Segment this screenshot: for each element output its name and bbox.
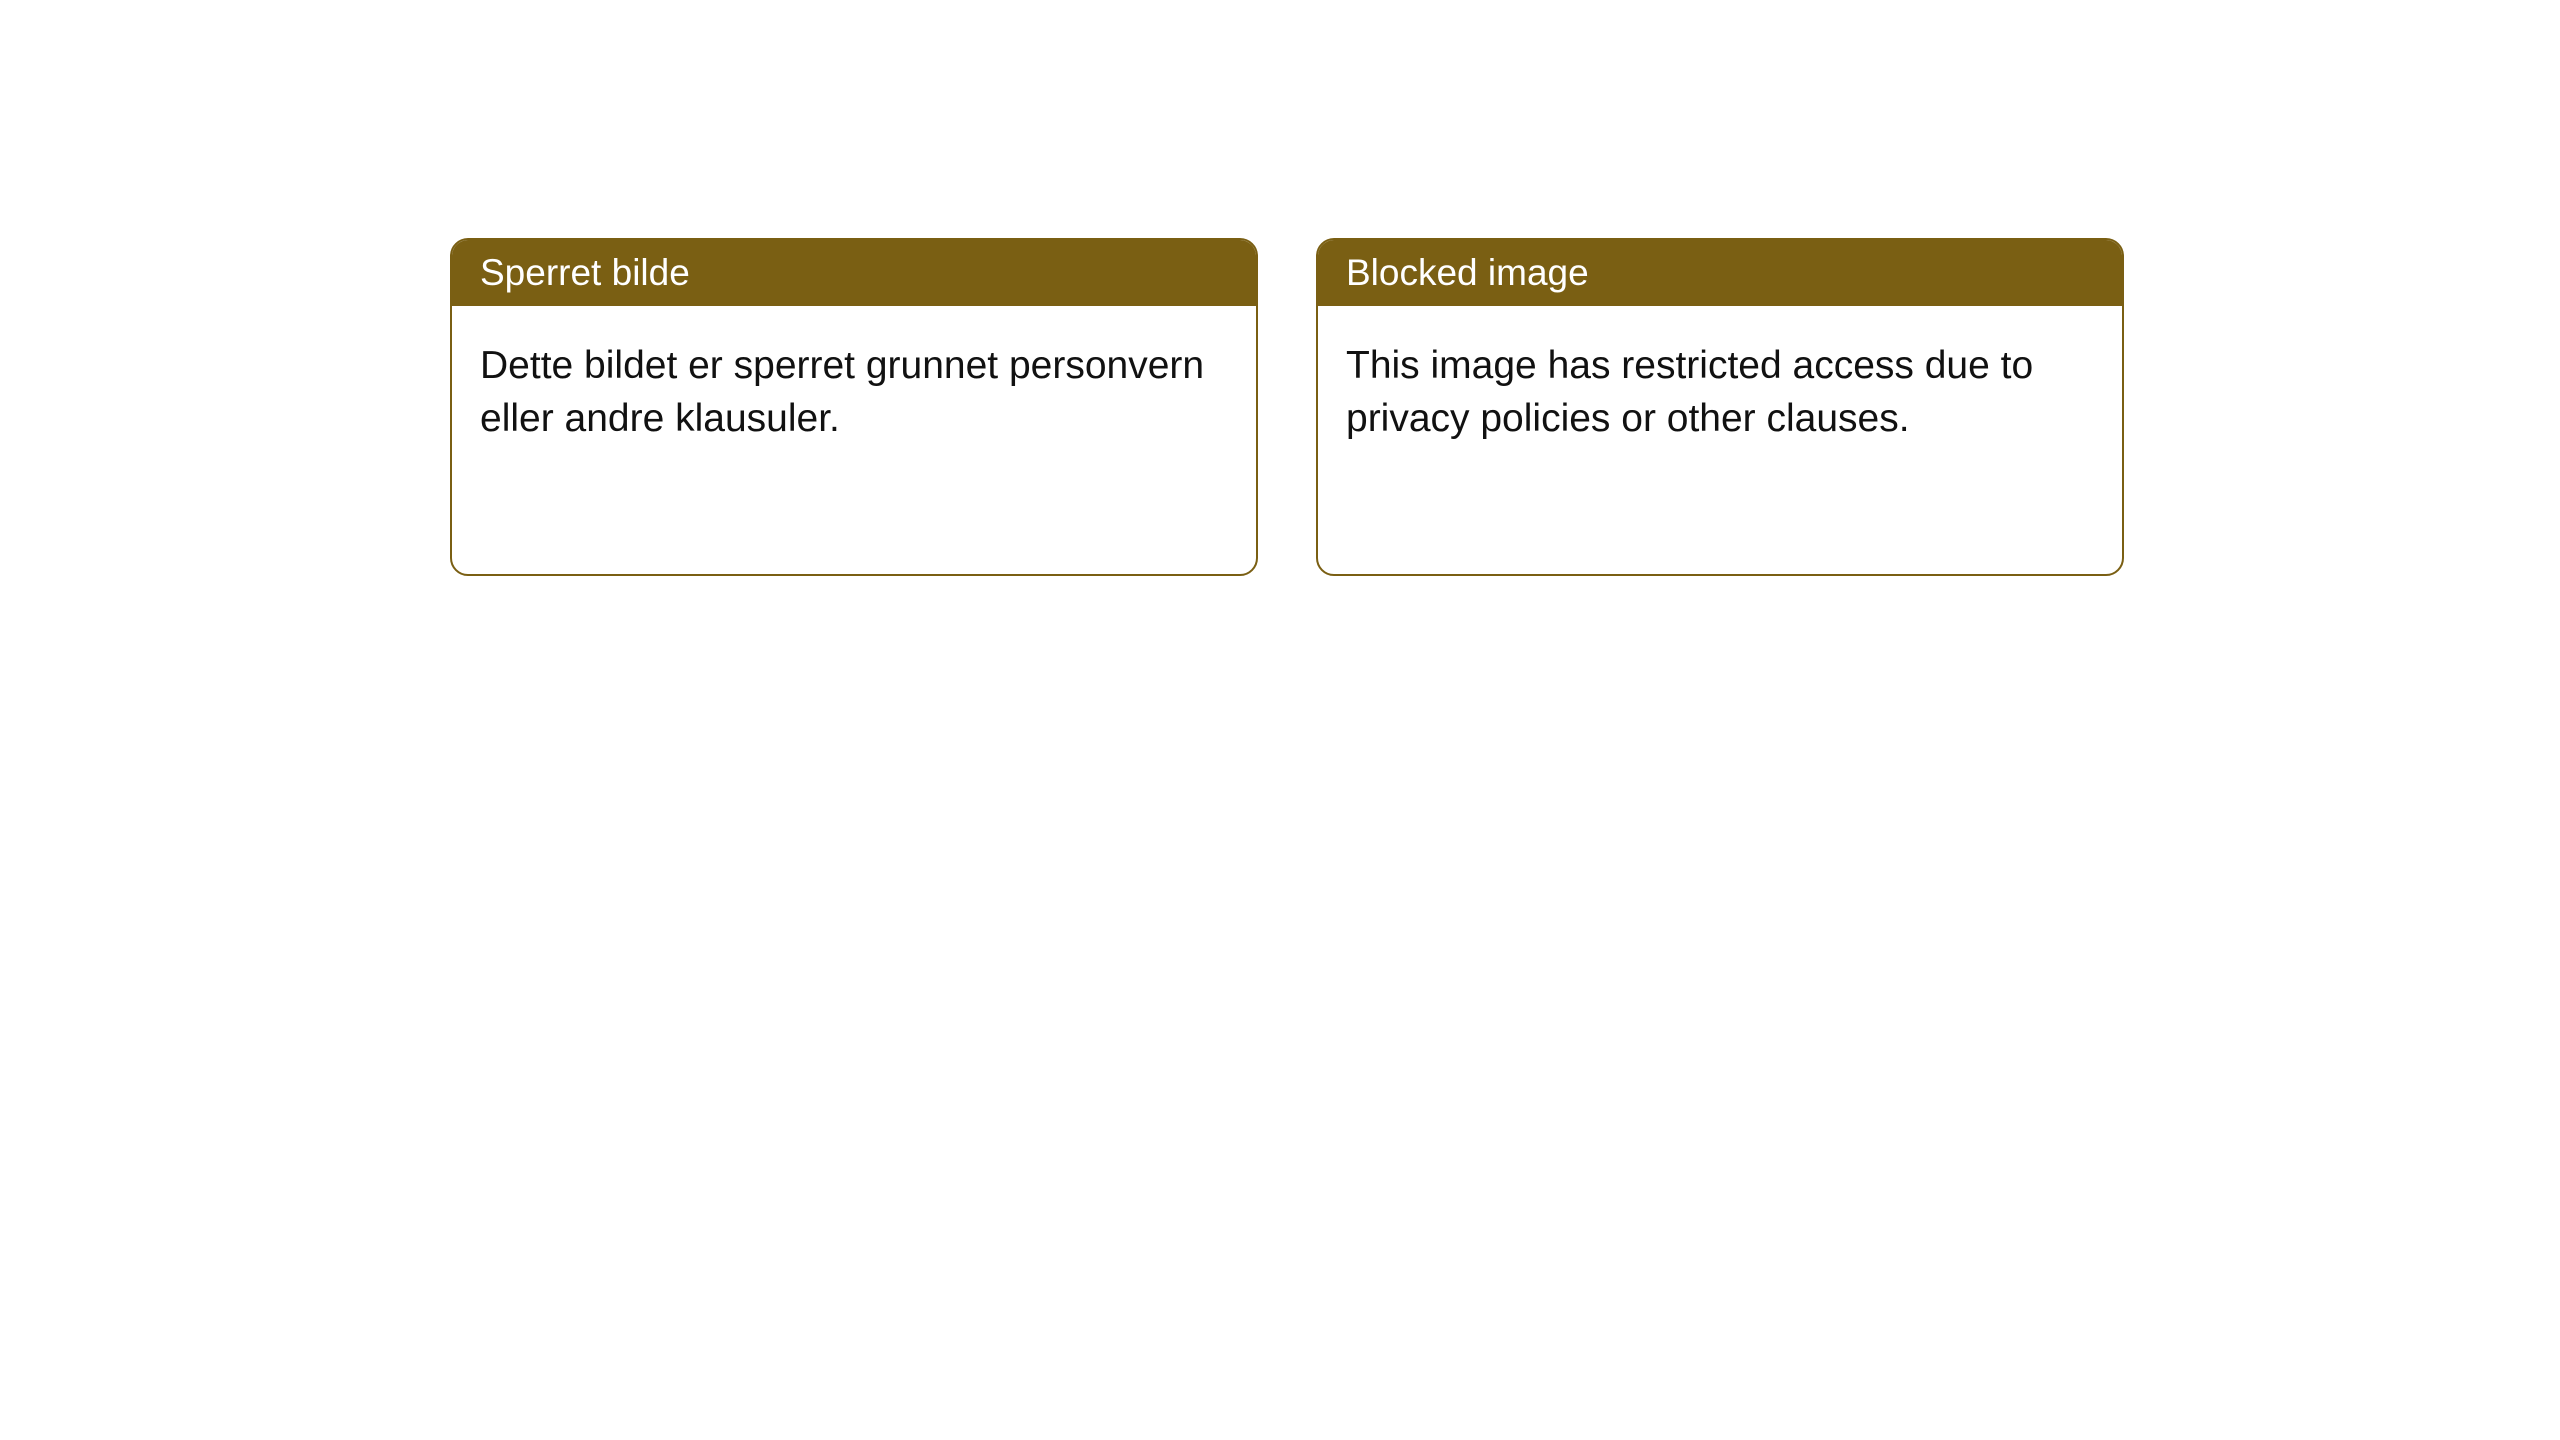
card-body-en: This image has restricted access due to … (1318, 306, 2122, 479)
blocked-image-card-no: Sperret bilde Dette bildet er sperret gr… (450, 238, 1258, 576)
card-header-en: Blocked image (1318, 240, 2122, 306)
card-header-no: Sperret bilde (452, 240, 1256, 306)
blocked-image-card-en: Blocked image This image has restricted … (1316, 238, 2124, 576)
card-body-no: Dette bildet er sperret grunnet personve… (452, 306, 1256, 479)
blocked-image-card-row: Sperret bilde Dette bildet er sperret gr… (450, 238, 2124, 576)
